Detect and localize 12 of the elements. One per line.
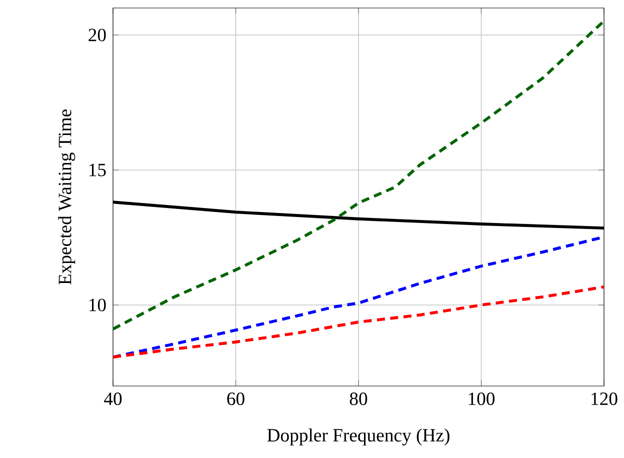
x-tick-label: 40 [104,392,122,406]
y-tick-label: 15 [89,164,106,176]
x-tick-label: 80 [350,392,368,406]
line-series [113,285,604,359]
line-series [113,19,604,330]
y-tick-label: 10 [89,298,106,312]
x-tick-label: 100 [468,392,495,406]
y-axis-title: Expected Waiting Time [58,110,76,285]
x-axis-title: Doppler Frequency (Hz) [267,428,450,446]
x-tick-label: 120 [592,392,618,406]
x-tick-label: 60 [227,392,244,406]
y-tick-label: 20 [88,28,106,42]
